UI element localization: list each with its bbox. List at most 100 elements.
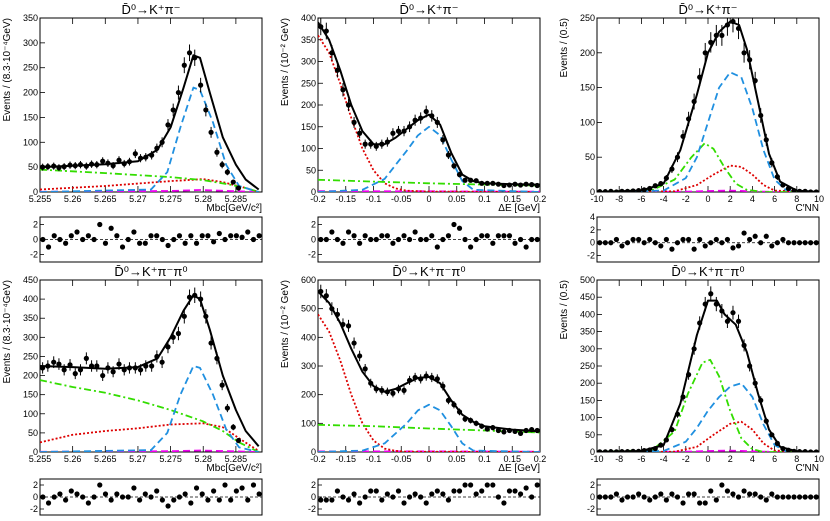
y-tick-label: 450 (580, 292, 595, 302)
data-point (685, 116, 692, 122)
data-point (523, 181, 529, 187)
data-point (613, 449, 620, 452)
y-tick-label: 200 (580, 48, 595, 58)
residual-point (490, 240, 496, 246)
residual-point (752, 491, 758, 497)
data-point (484, 426, 490, 432)
residual-point (211, 488, 217, 494)
data-point (149, 152, 155, 158)
residual-tick-label: 2 (311, 220, 316, 230)
residual-point (429, 491, 435, 497)
residual-point (418, 236, 424, 243)
residual-frame (596, 216, 820, 263)
fit-curve (597, 20, 819, 192)
residual-point (45, 500, 52, 506)
residual-point (340, 494, 346, 500)
data-point (100, 372, 106, 379)
x-tick-label: -0.1 (366, 454, 382, 464)
data-point (418, 115, 424, 121)
data-point (719, 308, 725, 314)
data-point (702, 301, 708, 307)
residual-point (165, 242, 171, 249)
y-tick-label: 200 (23, 371, 38, 381)
data-point (384, 389, 390, 395)
residual-point (523, 244, 529, 250)
residual-point (735, 243, 742, 249)
fit-curve (318, 125, 540, 192)
data-point (368, 380, 374, 386)
residual-point (685, 236, 692, 243)
y-tick-label: 50 (28, 162, 38, 172)
data-point (373, 386, 379, 392)
residual-point (730, 491, 736, 497)
x-tick-label: -8 (615, 194, 623, 204)
data-point (769, 432, 775, 438)
residual-point (512, 240, 518, 246)
data-point (636, 448, 642, 452)
residual-panel: -2 0 2 (308, 216, 541, 263)
data-point (741, 342, 747, 348)
data-point (423, 108, 429, 115)
data-point (368, 141, 374, 147)
data-point (116, 157, 122, 163)
y-tick-label: 0 (590, 447, 595, 457)
residual-point (108, 225, 114, 231)
data-point (641, 448, 647, 452)
residual-point (702, 500, 708, 506)
data-point (230, 179, 236, 185)
x-tick-label: 0 (705, 194, 710, 204)
x-tick-label: -0.05 (391, 194, 412, 204)
y-tick-label: 250 (580, 13, 595, 23)
x-tick-label: 4 (750, 454, 755, 464)
data-point (685, 372, 692, 378)
x-tick-label: -8 (615, 454, 623, 464)
y-axis-label: Events / (8.3·10⁻⁴GeV) (2, 280, 13, 384)
residual-point (40, 236, 46, 243)
y-axis-label: Events / (0.5) (559, 18, 570, 77)
data-point (808, 449, 814, 452)
residual-point (45, 244, 52, 250)
residual-tick-label: 2 (33, 480, 38, 490)
residual-tick-label: 2 (590, 480, 595, 490)
residual-point (373, 236, 379, 243)
data-point (137, 155, 144, 161)
residual-point (323, 236, 329, 243)
residual-tick-label: 2 (33, 220, 38, 230)
data-point (83, 163, 89, 169)
residual-point (188, 233, 194, 239)
data-point (154, 145, 160, 151)
residual-point (114, 233, 120, 239)
data-point (780, 445, 786, 452)
residual-point (663, 497, 669, 503)
residual-point (802, 494, 808, 500)
x-tick-label: -6 (637, 194, 645, 204)
y-tick-label: 0 (33, 187, 38, 197)
plot-frame (596, 279, 820, 453)
data-point (780, 182, 786, 188)
x-tick-label: 6 (772, 194, 777, 204)
x-tick-label: 5.285 (225, 454, 248, 464)
residual-point (713, 497, 719, 503)
data-point (512, 428, 518, 434)
residual-point (619, 243, 625, 249)
residual-point (484, 233, 490, 239)
residual-point (429, 233, 435, 239)
data-point (680, 133, 686, 139)
residual-point (137, 240, 143, 246)
residual-point (362, 233, 368, 239)
data-point (674, 411, 681, 417)
residual-point (479, 233, 485, 239)
fit-curve (597, 164, 819, 192)
residual-point (796, 494, 803, 500)
residual-point (624, 240, 631, 246)
data-point (741, 50, 747, 56)
residual-point (796, 240, 803, 246)
data-point (597, 449, 603, 452)
data-point (340, 321, 346, 328)
y-tick-label: 300 (301, 57, 316, 67)
residual-point (318, 497, 324, 503)
data-point (224, 405, 230, 411)
residual-point (171, 236, 177, 243)
residual-point (102, 240, 109, 246)
x-tick-label: 0.05 (448, 194, 466, 204)
